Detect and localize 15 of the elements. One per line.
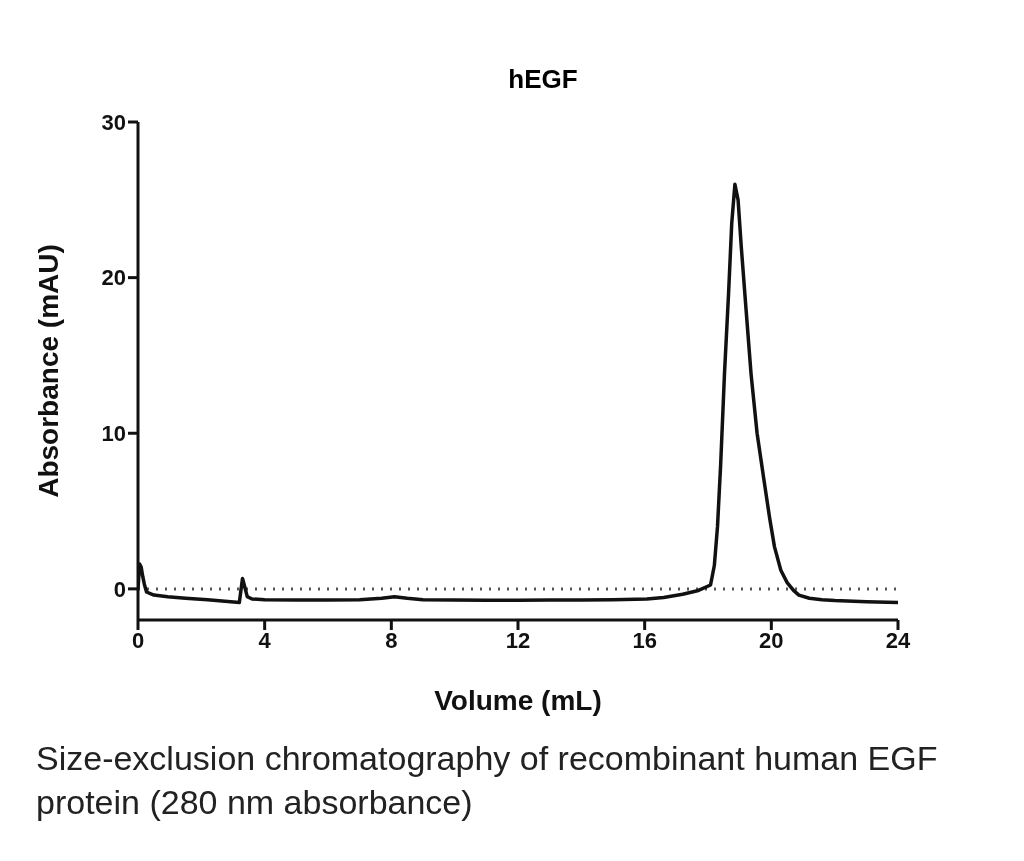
- y-tick-label: 0: [113, 576, 126, 602]
- x-axis-title: Volume (mL): [434, 685, 602, 716]
- x-tick-label: 4: [258, 627, 272, 653]
- x-tick-label: 24: [885, 627, 911, 653]
- x-tick-label: 20: [759, 627, 784, 653]
- text: Size-exclusion chromatography of recombinant human EGF protein (280 nm absorbance): [35, 738, 939, 823]
- y-tick-label: 20: [101, 265, 126, 291]
- x-tick-label: 16: [632, 627, 657, 653]
- x-tick-label: 12: [505, 627, 531, 653]
- chart-title: hEGF: [507, 63, 579, 96]
- y-tick-label: 30: [101, 109, 126, 135]
- x-tick-label: 8: [385, 627, 398, 653]
- x-tick-label: 0: [131, 627, 145, 653]
- y-axis-title: Absorbance (mAU): [32, 244, 64, 498]
- y-tick-label: 10: [101, 421, 126, 447]
